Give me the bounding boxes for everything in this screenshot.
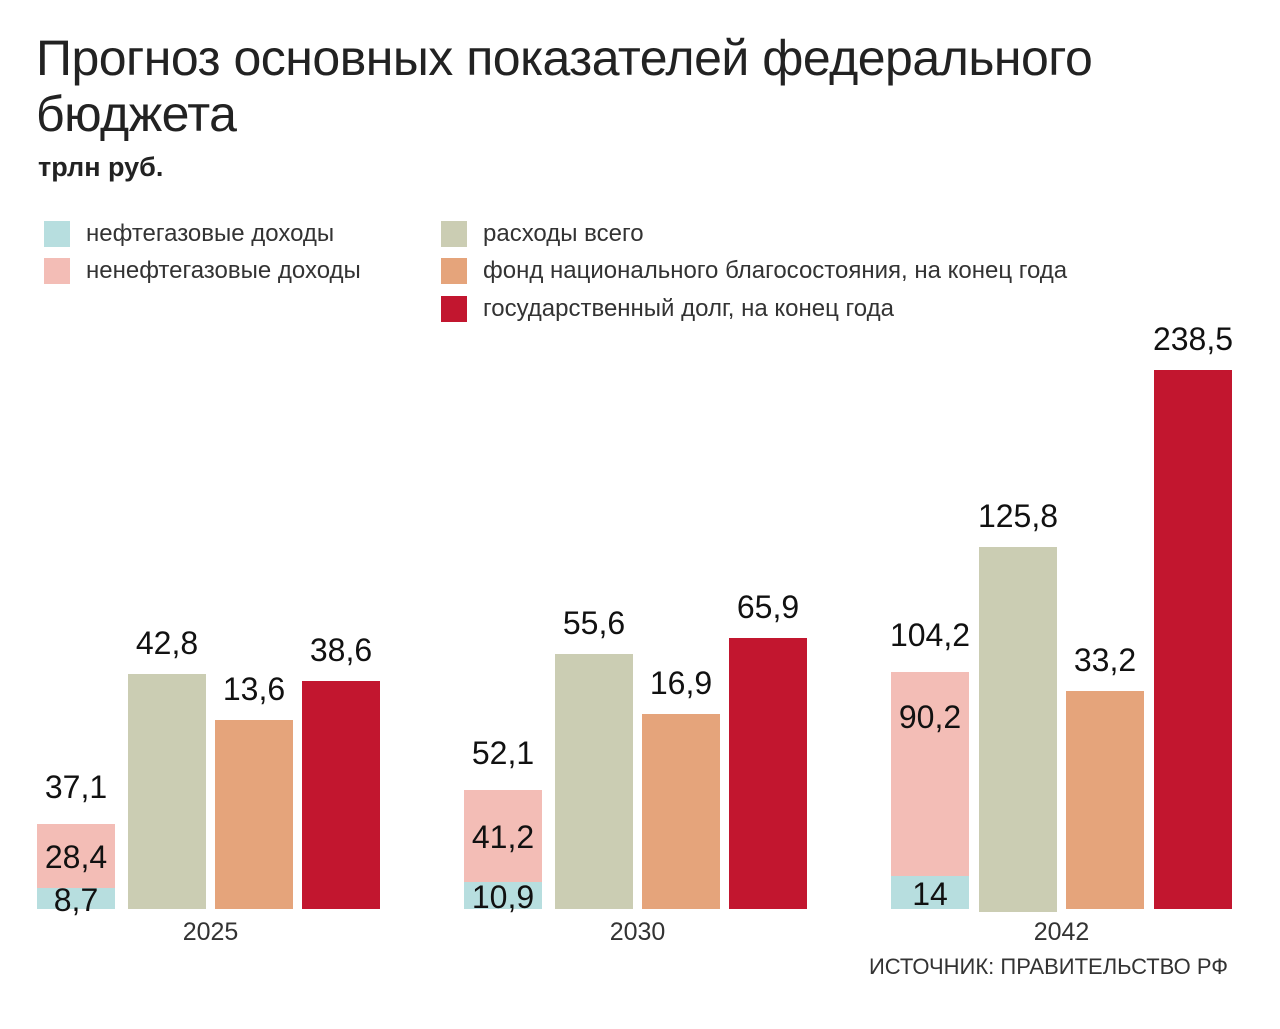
legend-swatch bbox=[441, 258, 467, 284]
source-note: ИСТОЧНИК: ПРАВИТЕЛЬСТВО РФ bbox=[868, 954, 1228, 979]
legend-swatch bbox=[441, 221, 467, 247]
bar-debt bbox=[1154, 370, 1232, 909]
bar-non-oil-revenue bbox=[37, 824, 115, 888]
label-debt: 238,5 bbox=[1152, 321, 1234, 357]
bar-debt bbox=[729, 638, 807, 909]
label-spending: 55,6 bbox=[562, 605, 626, 641]
chart-title: Прогноз основных показателей федеральног… bbox=[36, 30, 1093, 142]
legend-spending: расходы всего bbox=[441, 220, 644, 248]
label-nwf: 13,6 bbox=[222, 671, 286, 707]
legend-swatch bbox=[441, 296, 467, 322]
bar-spending bbox=[128, 674, 206, 909]
label-non-oil-revenue: 90,2 bbox=[898, 699, 962, 735]
label-oil-gas-revenue: 14 bbox=[912, 875, 948, 912]
label-debt: 65,9 bbox=[736, 589, 800, 625]
x-tick-label: 2030 bbox=[609, 918, 666, 946]
bar-non-oil-revenue bbox=[464, 790, 542, 882]
legend-label: ненефтегазовые доходы bbox=[86, 257, 361, 284]
x-tick-label: 2025 bbox=[182, 918, 239, 946]
bar-spending bbox=[555, 654, 633, 909]
label-non-oil-revenue: 41,2 bbox=[471, 819, 535, 855]
bar-non-oil-revenue bbox=[891, 672, 969, 876]
label-total-revenue: 37,1 bbox=[44, 769, 108, 805]
label-oil-gas-revenue: 8,7 bbox=[53, 881, 99, 918]
label-non-oil-revenue: 28,4 bbox=[44, 839, 108, 875]
legend-label: фонд национального благосостояния, на ко… bbox=[483, 257, 1068, 284]
bar-oil-gas-revenue bbox=[891, 876, 969, 909]
legend-debt: государственный долг, на конец года bbox=[441, 295, 894, 323]
label-nwf: 33,2 bbox=[1073, 642, 1137, 678]
bar-nwf bbox=[215, 720, 293, 909]
label-nwf: 16,9 bbox=[649, 665, 713, 701]
bar-debt bbox=[302, 681, 380, 909]
label-total-revenue: 52,1 bbox=[471, 735, 535, 771]
legend-nwf: фонд национального благосостояния, на ко… bbox=[441, 257, 1067, 285]
bar-nwf bbox=[642, 714, 720, 909]
label-spending: 125,8 bbox=[977, 498, 1059, 534]
legend-label: расходы всего bbox=[483, 220, 644, 247]
chart-subtitle: трлн руб. bbox=[38, 152, 164, 182]
legend-label: государственный долг, на конец года bbox=[483, 295, 894, 322]
bar-spending bbox=[979, 547, 1057, 912]
legend-swatch bbox=[44, 258, 70, 284]
label-spending: 42,8 bbox=[135, 625, 199, 661]
legend-label: нефтегазовые доходы bbox=[86, 220, 335, 247]
label-oil-gas-revenue: 10,9 bbox=[471, 878, 535, 915]
bar-oil-gas-revenue bbox=[464, 882, 542, 909]
legend-swatch bbox=[44, 221, 70, 247]
bar-nwf bbox=[1066, 691, 1144, 909]
legend-non-oil-revenue: ненефтегазовые доходы bbox=[44, 257, 361, 285]
bar-oil-gas-revenue bbox=[37, 888, 115, 909]
label-debt: 38,6 bbox=[309, 632, 373, 668]
x-tick-label: 2042 bbox=[1033, 918, 1090, 946]
label-total-revenue: 104,2 bbox=[889, 617, 971, 653]
legend-oil-gas-revenue: нефтегазовые доходы bbox=[44, 220, 334, 248]
